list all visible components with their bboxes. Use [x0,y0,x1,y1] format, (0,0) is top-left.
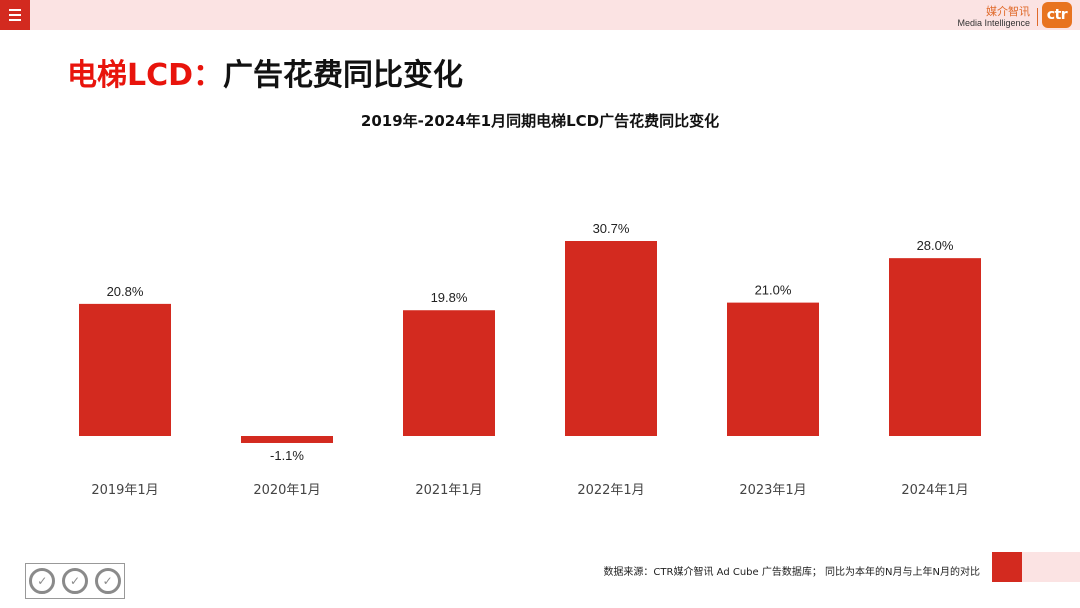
brand-name-cn: 媒介智讯 [986,5,1030,18]
bar-3 [565,241,657,436]
brand-name-en: Media Intelligence [957,18,1030,28]
top-bar [0,0,1080,30]
data-label-0: 20.8% [107,284,144,299]
x-tick-label-2: 2021年1月 [415,483,482,498]
sgs-certification-icon: ✓ [29,568,56,594]
ctr-logo: ctr [1042,2,1072,28]
sgs-certification-icon: ✓ [61,568,88,594]
sgs-certification-icon: ✓ [94,568,121,594]
x-tick-label-4: 2023年1月 [739,483,806,498]
x-tick-label-0: 2019年1月 [91,483,158,498]
bar-5 [889,258,981,436]
chart-title: 2019年-2024年1月同期电梯LCD广告花费同比变化 [360,112,720,130]
bar-0 [79,303,171,436]
hamburger-icon-line [9,14,21,16]
data-source-note: 数据来源：CTR媒介智讯 Ad Cube 广告数据库； 同比为本年的N月与上年N… [603,567,980,578]
menu-button[interactable] [0,0,30,30]
page-title-prefix: 电梯LCD： [67,58,224,93]
bar-2 [403,310,495,436]
footer-block [992,552,1022,582]
hamburger-icon [9,9,21,11]
bar-chart: 20.8% 2019年1月 -1.1% 2020年1月 19.8% 2021年1月 30.7… [79,221,981,498]
x-tick-label-1: 2020年1月 [253,483,320,498]
brand-divider [1037,8,1038,26]
page-title: 电梯LCD：广告花费同比变化 [67,50,463,94]
page-title-suffix: 广告花费同比变化 [223,58,464,93]
data-label-4: 21.0% [755,283,792,298]
bar-4 [727,302,819,436]
data-label-3: 30.7% [593,221,630,236]
hamburger-icon-line [9,19,21,21]
certification-badges: ✓ ✓ ✓ [25,563,125,599]
x-tick-label-5: 2024年1月 [901,483,968,498]
data-label-2: 19.8% [431,290,468,305]
data-label-1: -1.1% [270,448,304,463]
data-label-5: 28.0% [917,238,954,253]
x-tick-label-3: 2022年1月 [577,483,644,498]
brand-name: 媒介智讯 Media Intelligence [957,6,1030,29]
bar-1 [241,436,333,443]
